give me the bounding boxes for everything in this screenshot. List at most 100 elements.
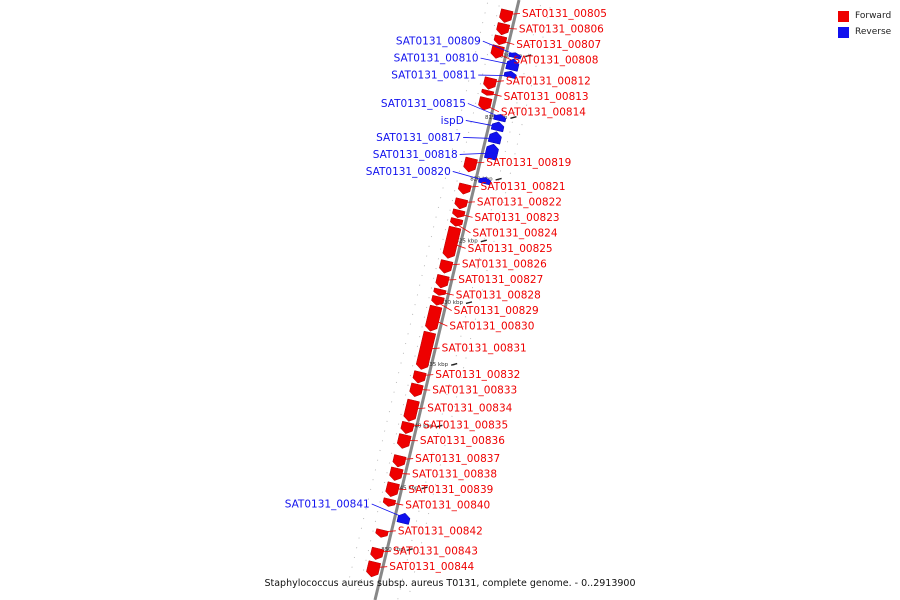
gene-label-leader — [451, 220, 471, 234]
gene-label-leader — [371, 503, 409, 520]
gene-label-forward[interactable]: SAT0131_00808 — [513, 55, 598, 67]
gene-label-leader — [497, 27, 517, 30]
gene-label-forward[interactable]: SAT0131_00837 — [415, 453, 500, 465]
gene-label-leader — [376, 530, 396, 533]
gene-label-forward[interactable]: SAT0131_00844 — [389, 561, 474, 573]
gene-label-forward[interactable]: SAT0131_00805 — [522, 8, 607, 20]
gene-label-reverse[interactable]: SAT0131_00818 — [373, 149, 458, 161]
legend-entry-reverse: Reverse — [838, 24, 891, 40]
tick-mark — [480, 239, 487, 243]
gene-label-leader — [482, 40, 520, 57]
gene-label-leader — [455, 201, 475, 204]
tick-label: 840 kbp — [411, 424, 434, 430]
gene-label-leader — [467, 103, 506, 120]
gene-label-forward[interactable]: SAT0131_00824 — [472, 227, 557, 239]
gene-label-forward[interactable]: SAT0131_00821 — [480, 181, 565, 193]
gene-label-leader — [387, 488, 407, 490]
gene-label-leader — [420, 347, 440, 350]
gene-arrow[interactable] — [505, 58, 520, 72]
gene-label-forward[interactable]: SAT0131_00836 — [420, 435, 505, 447]
gene-arrow[interactable] — [483, 76, 498, 90]
gene-arrow[interactable] — [396, 433, 412, 449]
gene-arrow[interactable] — [409, 382, 424, 397]
gene-label-forward[interactable]: SAT0131_00828 — [456, 290, 541, 302]
gene-label-reverse[interactable]: SAT0131_00820 — [366, 166, 451, 178]
gene-arrow[interactable] — [435, 273, 450, 289]
gene-label-forward[interactable]: SAT0131_00830 — [449, 321, 534, 333]
gene-label-forward[interactable]: SAT0131_00826 — [462, 259, 547, 271]
gene-arrow[interactable] — [370, 546, 385, 560]
gene-arrow[interactable] — [493, 34, 508, 46]
gene-label-forward[interactable]: SAT0131_00832 — [435, 369, 520, 381]
gene-arrow[interactable] — [366, 560, 382, 578]
gene-arrow[interactable] — [389, 466, 404, 481]
gene-arrow[interactable] — [450, 217, 464, 227]
gene-arrow[interactable] — [392, 454, 407, 468]
gene-arrow[interactable] — [400, 420, 415, 434]
genome-backbone — [373, 0, 521, 600]
gene-label-forward[interactable]: SAT0131_00835 — [423, 420, 508, 432]
tick-mark — [525, 54, 532, 58]
gene-arrow[interactable] — [375, 528, 389, 538]
gene-label-leader — [495, 38, 515, 45]
gene-label-forward[interactable]: SAT0131_00827 — [458, 274, 543, 286]
gene-label-forward[interactable]: SAT0131_00840 — [405, 500, 490, 512]
gene-labels: SAT0131_00805 SAT0131_00806 SAT0131_00807 S… — [285, 8, 607, 573]
gene-label-forward[interactable]: SAT0131_00825 — [468, 243, 553, 255]
tick-mark — [465, 301, 473, 305]
gene-label-forward[interactable]: SAT0131_00812 — [506, 75, 591, 87]
tick-mark — [450, 362, 458, 366]
gene-label-leader — [492, 50, 512, 61]
gene-label-leader — [428, 317, 448, 327]
gene-label-reverse[interactable]: SAT0131_00815 — [381, 98, 466, 110]
gene-label-forward[interactable]: SAT0131_00819 — [486, 157, 571, 169]
gene-arrow[interactable] — [499, 8, 514, 23]
gene-label-reverse[interactable]: SAT0131_00810 — [394, 53, 479, 65]
gene-label-reverse[interactable]: SAT0131_00809 — [396, 36, 481, 48]
gene-label-reverse[interactable]: SAT0131_00817 — [376, 132, 461, 144]
gene-label-forward[interactable]: SAT0131_00833 — [432, 385, 517, 397]
gene-label-forward[interactable]: SAT0131_00813 — [504, 91, 589, 103]
gene-arrow[interactable] — [483, 143, 499, 161]
gene-arrow[interactable] — [508, 52, 522, 60]
gene-label-forward[interactable]: SAT0131_00806 — [519, 24, 604, 36]
gene-arrow[interactable] — [457, 182, 472, 195]
gene-arrow[interactable] — [439, 259, 454, 274]
gene-label-forward[interactable]: SAT0131_00814 — [501, 106, 586, 118]
gene-arrow[interactable] — [431, 294, 445, 306]
gene-label-reverse[interactable]: ispD — [441, 115, 464, 127]
gene-label-leader — [446, 241, 466, 249]
gene-arrow[interactable] — [412, 370, 427, 384]
gene-label-forward[interactable]: SAT0131_00834 — [427, 402, 512, 414]
gene-label-leader — [465, 161, 485, 165]
gene-label-forward[interactable]: SAT0131_00807 — [516, 39, 601, 51]
gene-arrow[interactable] — [385, 481, 400, 497]
tick-label: 845 kbp — [396, 485, 419, 491]
gene-label-forward[interactable]: SAT0131_00838 — [412, 469, 497, 481]
gene-arrow[interactable] — [425, 304, 443, 332]
gene-label-forward[interactable]: SAT0131_00843 — [393, 546, 478, 558]
gene-arrow[interactable] — [487, 131, 502, 145]
gene-arrow[interactable] — [493, 114, 507, 123]
gene-arrow[interactable] — [463, 156, 478, 173]
gene-arrow[interactable] — [454, 197, 469, 210]
gene-label-leader — [453, 212, 473, 218]
gene-arrow[interactable] — [433, 287, 447, 296]
gene-arrow[interactable] — [442, 225, 462, 259]
gene-label-forward[interactable]: SAT0131_00842 — [398, 525, 483, 537]
gene-arrow[interactable] — [415, 330, 437, 370]
gene-label-leader — [394, 458, 414, 461]
gene-arrow[interactable] — [481, 88, 495, 96]
gene-label-forward[interactable]: SAT0131_00839 — [408, 484, 493, 496]
gene-label-reverse[interactable]: SAT0131_00841 — [285, 499, 370, 511]
gene-label-forward[interactable]: SAT0131_00829 — [454, 305, 539, 317]
gene-arrow[interactable] — [403, 398, 420, 422]
gene-arrow[interactable] — [452, 208, 466, 218]
gene-label-reverse[interactable]: SAT0131_00811 — [391, 70, 476, 82]
gene-label-forward[interactable]: SAT0131_00823 — [475, 212, 560, 224]
gene-label-forward[interactable]: SAT0131_00831 — [442, 343, 527, 355]
gene-label-forward[interactable]: SAT0131_00822 — [477, 196, 562, 208]
tick-label: 830 kbp — [441, 300, 464, 306]
gene-label-leader — [384, 501, 404, 506]
